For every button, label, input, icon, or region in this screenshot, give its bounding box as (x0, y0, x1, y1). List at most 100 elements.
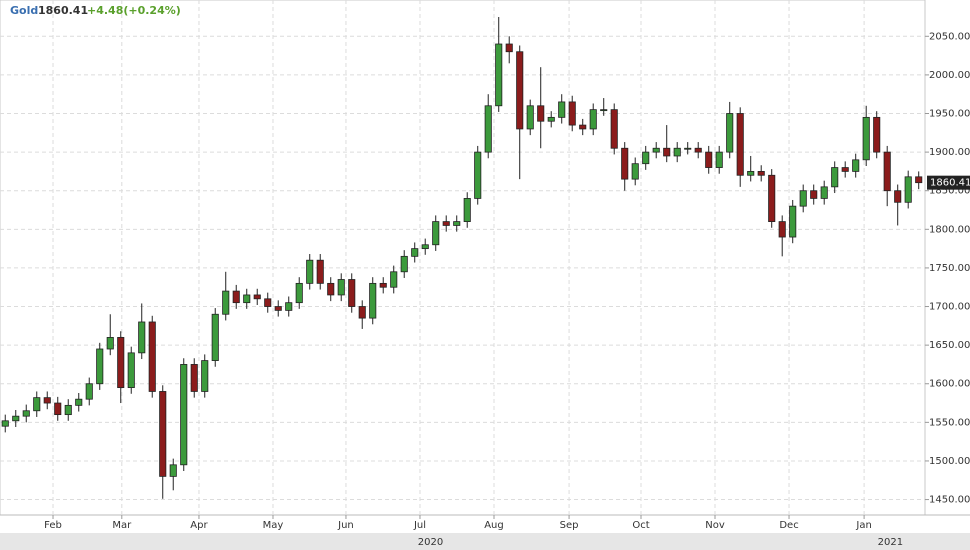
candle-body (589, 109, 597, 130)
candle-body (411, 248, 419, 257)
candle-body (1, 420, 9, 427)
candle-body (33, 397, 41, 412)
grid (0, 0, 929, 519)
candle-body (348, 279, 356, 307)
candle-body (904, 176, 912, 203)
candle-body (337, 279, 345, 296)
candle-body (652, 147, 660, 153)
candle-body (715, 151, 723, 168)
candle-body (295, 282, 303, 304)
candle-body (379, 282, 387, 288)
candle-body (274, 306, 282, 311)
candle-body (747, 171, 755, 176)
x-tick-label: Sep (560, 520, 579, 531)
candle-body (495, 43, 503, 107)
candle-body (43, 397, 51, 404)
candle-body (432, 221, 440, 246)
candle-body (453, 221, 461, 226)
x-tick-label: Jan (855, 520, 871, 531)
candle-body (831, 167, 839, 188)
candle-body (180, 364, 188, 466)
y-tick-label: 1600.00 (929, 379, 970, 390)
candle-body (862, 116, 870, 161)
candle-body (915, 176, 923, 184)
candle-body (201, 360, 209, 392)
candle-body (631, 163, 639, 180)
candle-body (54, 402, 62, 416)
candle-body (390, 271, 398, 288)
candle-body (222, 290, 230, 315)
candle-body (117, 337, 125, 389)
x-tick-label: Apr (190, 520, 208, 531)
candle-body (726, 113, 734, 153)
candle-body (316, 259, 324, 284)
candle-body (694, 147, 702, 153)
x-tick-label: May (263, 520, 284, 531)
y-tick-label: 2050.00 (929, 31, 970, 42)
candle-body (768, 174, 776, 222)
candle-body (22, 410, 30, 417)
candle-body (757, 171, 765, 176)
candle-body (148, 321, 156, 392)
candle-body (243, 294, 251, 304)
candle-body (621, 147, 629, 180)
candle-body (253, 294, 261, 300)
candle-body (190, 364, 198, 392)
candle-body (799, 190, 807, 207)
x-tick-label: Feb (44, 520, 62, 531)
candle-body (789, 205, 797, 238)
candle-body (778, 221, 786, 238)
candle-body (484, 105, 492, 153)
y-tick-label: 1550.00 (929, 417, 970, 428)
price-tag-label: 1860.41 (930, 178, 970, 189)
candle-body (264, 298, 272, 307)
candle-body (474, 151, 482, 199)
y-tick-label: 1700.00 (929, 302, 970, 313)
candle-body (684, 147, 692, 150)
candle-body (358, 306, 366, 319)
candle-body (600, 109, 608, 112)
candle-body (736, 113, 744, 176)
candle-body (558, 101, 566, 118)
candle-body (232, 290, 240, 304)
candle-body (663, 147, 671, 157)
candle-body (421, 244, 429, 250)
x-tick-label: Nov (705, 520, 725, 531)
candle-body (12, 415, 20, 422)
year-label: 2021 (878, 537, 903, 548)
candle-body (327, 282, 335, 296)
change: +4.48(+0.24%) (87, 4, 181, 17)
y-tick-label: 1850.00 (929, 186, 970, 197)
labels: 1450.00 1500.00 1550.00 1600.00 1650.00 1700.… (44, 31, 970, 548)
symbol: Gold (10, 4, 38, 17)
candle-body (610, 109, 618, 149)
candle-body (463, 198, 471, 222)
price: 1860.41 (38, 4, 88, 17)
y-tick-label: 1750.00 (929, 263, 970, 274)
candle-body (841, 167, 849, 172)
candle-body (820, 186, 828, 199)
candle-body (85, 383, 93, 400)
y-tick-label: 2000.00 (929, 70, 970, 81)
candle-body (852, 159, 860, 172)
candle-body (96, 348, 104, 385)
candle-body (705, 151, 713, 168)
candle-body (537, 105, 545, 122)
y-tick-label: 1800.00 (929, 224, 970, 235)
candle-body (64, 404, 72, 416)
candle-body (169, 464, 177, 477)
x-tick-label: Aug (484, 520, 504, 531)
price-tag (927, 175, 970, 190)
candle-body (642, 151, 650, 165)
candle-body (400, 255, 408, 273)
candle-body (75, 398, 83, 406)
candle-body (516, 51, 524, 130)
x-tick-label: Mar (112, 520, 132, 531)
year-band (0, 533, 970, 550)
candle-body (673, 147, 681, 157)
candle-body (442, 221, 450, 226)
y-tick-label: 1500.00 (929, 456, 970, 467)
candle-body (505, 43, 513, 53)
candle-body (159, 391, 167, 477)
